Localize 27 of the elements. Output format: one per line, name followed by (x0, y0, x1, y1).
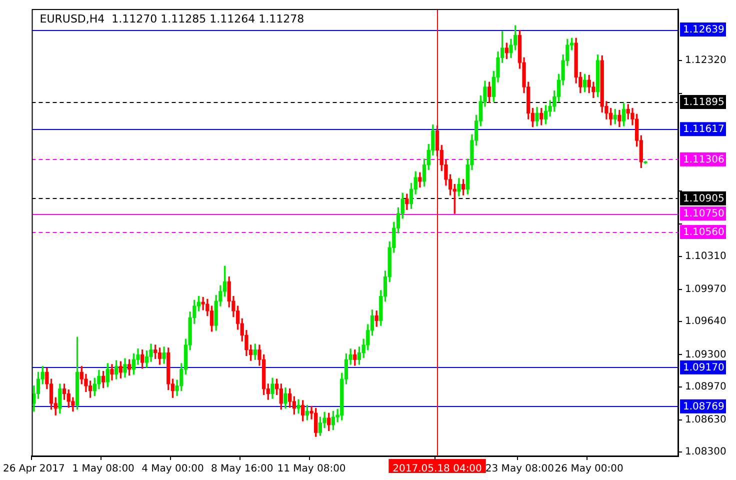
x-tick-label: 1 May 08:00 (72, 464, 134, 475)
ref-line-label: 1.10750 (683, 208, 724, 220)
ref-line-label: 1.09170 (683, 362, 724, 374)
ref-line-label: 1.11306 (683, 154, 724, 166)
x-tick-label: 11 May 08:00 (277, 464, 346, 475)
x-tick-label: 23 May 08:00 (485, 464, 554, 475)
y-tick-label: 1.08630 (685, 414, 726, 426)
x-tick-label: 4 May 00:00 (142, 464, 204, 475)
x-tick-label: 2017.05.18 04:00 (392, 464, 482, 475)
y-tick-label: 1.08300 (685, 446, 726, 458)
chart-title: EURUSD,H4 1.11270 1.11285 1.11264 1.11278 (40, 12, 304, 26)
ref-line-label: 1.12639 (683, 24, 724, 36)
x-tick-label: 26 May 00:00 (554, 464, 624, 475)
y-tick-label: 1.09300 (685, 349, 726, 360)
candlestick (296, 399, 300, 414)
ref-line-label: 1.10560 (683, 227, 724, 238)
y-tick-label: 1.10310 (685, 250, 726, 262)
ref-line-label: 1.11895 (683, 97, 724, 108)
y-tick-label: 1.09640 (685, 316, 726, 328)
ref-line-label: 1.11617 (683, 124, 724, 136)
x-tick-label: 8 May 16:00 (210, 464, 274, 475)
x-tick-label: 26 Apr 2017 (2, 464, 65, 475)
y-tick-label: 1.09970 (685, 284, 726, 296)
y-tick-label: 1.12320 (685, 55, 726, 66)
y-tick-label: 1.08970 (685, 381, 726, 392)
ref-line-label: 1.08769 (683, 402, 724, 413)
ref-line-label: 1.10905 (683, 194, 724, 205)
